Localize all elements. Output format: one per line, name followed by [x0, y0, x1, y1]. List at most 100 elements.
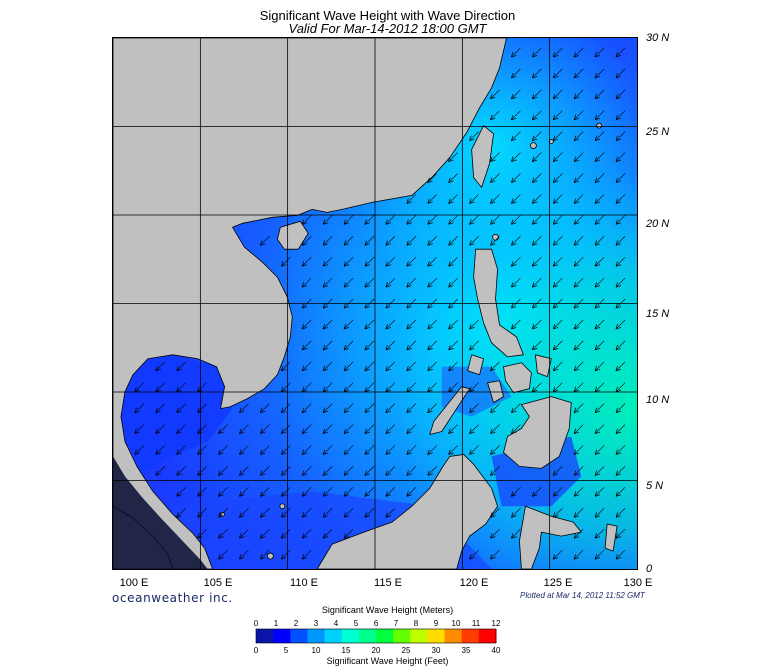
wave-arrow: [177, 466, 186, 474]
wave-arrow: [240, 508, 249, 516]
lon-label-125e: 125 E: [543, 577, 573, 589]
wave-arrow: [617, 152, 626, 161]
wave-arrow: [407, 445, 417, 453]
wave-arrow: [366, 487, 375, 495]
wave-arrow: [240, 528, 249, 537]
wave-arrow: [303, 466, 312, 474]
wave-arrow: [596, 424, 605, 433]
wave-arrow: [198, 528, 207, 537]
colorbar-meter-tick: 12: [492, 619, 501, 628]
wave-arrow: [575, 508, 584, 516]
wave-arrow: [428, 236, 437, 244]
wave-arrow: [491, 508, 500, 516]
wave-arrow: [533, 236, 542, 244]
wave-arrow: [491, 215, 500, 223]
wave-arrow: [303, 528, 312, 537]
wave-arrow: [303, 298, 312, 307]
wave-arrow: [428, 361, 437, 370]
wave-arrow: [617, 403, 626, 412]
colorbar-feet-tick: 10: [312, 646, 321, 655]
wave-arrow: [470, 403, 479, 412]
wave-arrow: [533, 298, 542, 307]
wave-arrow: [596, 319, 605, 328]
colorbar-swatch: [427, 629, 446, 643]
wave-arrow: [596, 466, 605, 474]
wave-arrow: [386, 361, 396, 370]
wave-arrow: [177, 424, 186, 433]
wave-arrow: [386, 215, 396, 223]
wave-arrow: [366, 298, 375, 307]
wave-arrow: [177, 445, 186, 453]
wave-arrow: [345, 466, 354, 474]
wave-arrow: [345, 403, 354, 412]
wave-arrow: [617, 47, 626, 56]
wave-arrow: [512, 256, 521, 265]
wave-arrow: [198, 403, 207, 412]
wave-arrow: [345, 508, 354, 516]
wave-arrow: [428, 194, 437, 202]
wave-arrow: [449, 277, 458, 286]
wave-arrow: [575, 382, 584, 391]
wave-arrow: [345, 382, 354, 391]
wave-arrow: [512, 110, 521, 119]
wave-arrow: [575, 528, 584, 537]
wave-arrow: [407, 424, 417, 433]
wave-arrow: [470, 215, 479, 223]
colorbar-swatch: [410, 629, 428, 643]
wave-arrow: [491, 528, 500, 537]
wave-arrow: [533, 382, 542, 391]
wave-arrow: [366, 340, 375, 349]
wave-arrow: [449, 173, 458, 181]
wave-arrow: [491, 361, 500, 370]
lon-label-105e: 105 E: [203, 577, 233, 589]
colorbar-swatch: [461, 629, 480, 643]
wave-arrow: [407, 382, 417, 391]
wave-arrow: [554, 319, 563, 328]
plotted-timestamp: Plotted at Mar 14, 2012 11:52 GMT: [520, 591, 645, 600]
wave-arrow: [617, 173, 626, 181]
wave-arrow: [470, 445, 479, 453]
wave-arrow: [282, 549, 291, 558]
wave-arrow: [533, 68, 542, 77]
wave-arrow: [345, 487, 354, 495]
colorbar-title-meters: Significant Wave Height (Meters): [321, 605, 454, 615]
wave-arrow: [575, 256, 584, 265]
wave-arrow: [617, 277, 626, 286]
wave-arrow: [617, 236, 626, 244]
wave-arrow: [177, 508, 186, 516]
wave-arrow: [512, 298, 521, 307]
wave-arrow: [219, 549, 228, 558]
map-subtitle: Valid For Mar-14-2012 18:00 GMT: [288, 21, 487, 36]
wave-arrow: [366, 445, 375, 453]
wave-arrow: [596, 47, 605, 56]
colorbar-meter-tick: 1: [274, 619, 279, 628]
wave-arrow: [345, 340, 354, 349]
wave-arrow: [324, 340, 333, 349]
wave-arrow: [261, 445, 270, 453]
wave-arrow: [198, 424, 207, 433]
lat-label-30n: 30 N: [646, 32, 670, 44]
wave-arrow: [596, 131, 605, 140]
wave-arrow: [386, 340, 396, 349]
wave-arrow: [554, 508, 563, 516]
wave-arrow: [617, 319, 626, 328]
wave-arrow: [491, 445, 500, 453]
wave-arrow: [324, 256, 333, 265]
wave-arrow: [470, 382, 479, 391]
wave-arrow: [533, 89, 542, 98]
map-title: Significant Wave Height with Wave Direct…: [259, 8, 516, 23]
wave-arrow: [554, 361, 563, 370]
wave-arrow: [198, 445, 207, 453]
colorbar-feet-tick: 40: [492, 646, 501, 655]
wave-arrow: [575, 68, 584, 77]
wave-arrow: [261, 424, 270, 433]
wave-arrow: [303, 256, 312, 265]
wave-arrow: [449, 215, 458, 223]
wave-arrow: [261, 487, 270, 495]
wave-arrow: [345, 445, 354, 453]
wave-arrow: [449, 340, 458, 349]
wave-arrow: [240, 466, 249, 474]
wave-arrow: [596, 508, 605, 516]
wave-arrow: [324, 403, 333, 412]
wave-arrow: [219, 466, 228, 474]
